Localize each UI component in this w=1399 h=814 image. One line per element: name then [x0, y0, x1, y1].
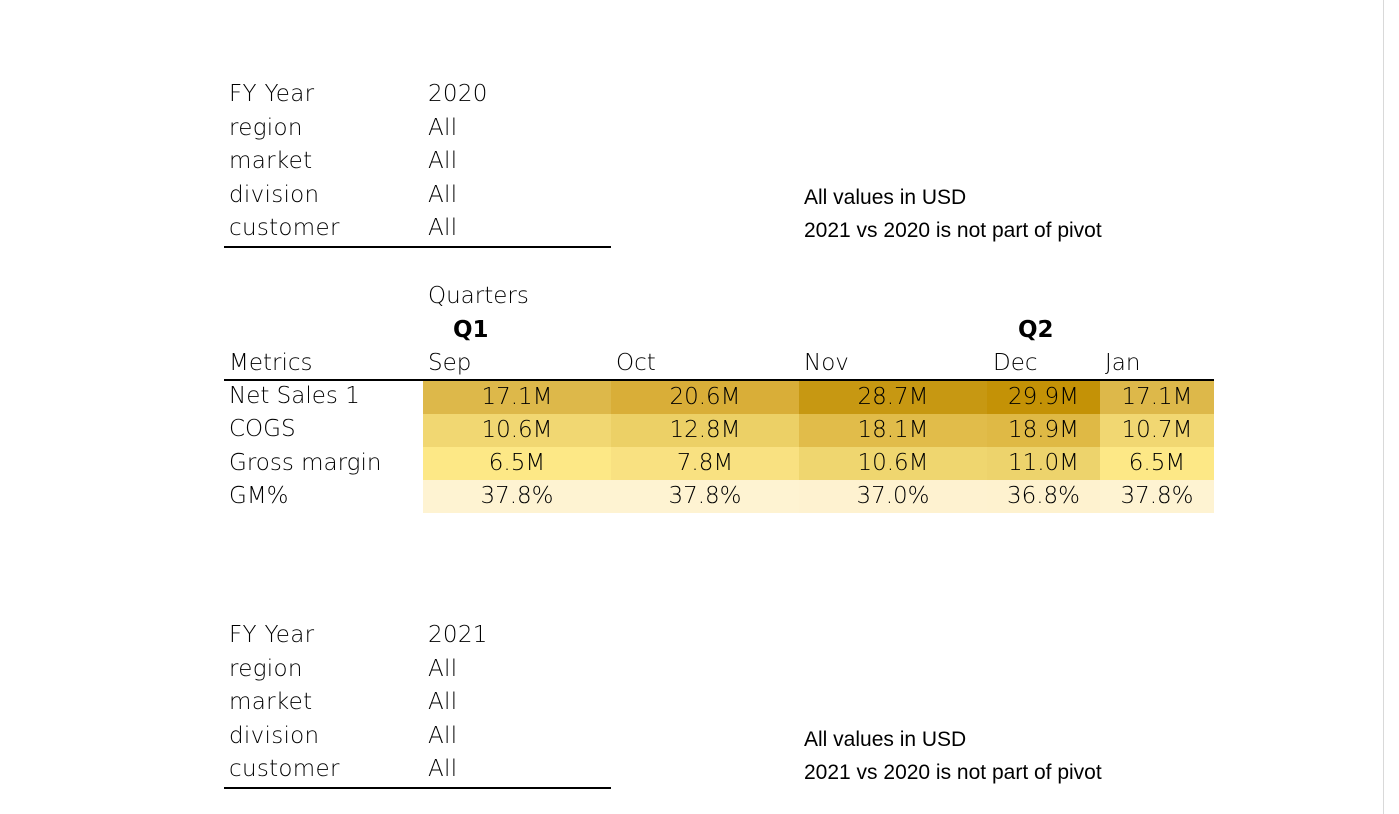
cell-gross-margin-dec[interactable]: 11.0M	[987, 447, 1100, 480]
cell-cogs-jan[interactable]: 10.7M	[1100, 414, 1214, 447]
filter-value[interactable]: All	[428, 114, 458, 141]
filter-key: customer	[229, 215, 340, 241]
row-label-gross-margin[interactable]: Gross margin	[229, 450, 382, 476]
filter-row-fy-year[interactable]: FY Year 2021	[224, 619, 611, 653]
filter-value[interactable]: All	[428, 181, 458, 208]
note-currency-2021: All values in USD	[804, 728, 967, 751]
cell-cogs-sep[interactable]: 10.6M	[423, 414, 611, 447]
cell-net-sales-sep[interactable]: 17.1M	[423, 381, 611, 414]
cell-gm-percent-sep[interactable]: 37.8%	[423, 480, 611, 513]
note-pivot-scope-2020: 2021 vs 2020 is not part of pivot	[804, 219, 1102, 242]
month-header-dec[interactable]: Dec	[993, 350, 1038, 376]
filter-value[interactable]: All	[428, 722, 458, 749]
cell-gm-percent-oct[interactable]: 37.8%	[611, 480, 799, 513]
row-header-metrics[interactable]: Metrics	[229, 350, 313, 376]
filter-row-fy-year[interactable]: FY Year 2020	[224, 78, 611, 112]
window-right-border	[1383, 0, 1384, 814]
cell-net-sales-nov[interactable]: 28.7M	[799, 381, 987, 414]
cell-gross-margin-oct[interactable]: 7.8M	[611, 447, 799, 480]
filter-row-market[interactable]: market All	[224, 686, 611, 720]
cell-net-sales-jan[interactable]: 17.1M	[1100, 381, 1214, 414]
filter-row-division[interactable]: division All	[224, 179, 611, 213]
row-label-net-sales[interactable]: Net Sales 1	[229, 383, 360, 409]
cell-gm-percent-jan[interactable]: 37.8%	[1100, 480, 1214, 513]
header-divider	[224, 379, 1214, 381]
filter-key: customer	[229, 756, 340, 782]
column-group-label[interactable]: Quarters	[428, 283, 529, 309]
note-pivot-scope-2021: 2021 vs 2020 is not part of pivot	[804, 761, 1102, 784]
filter-value[interactable]: All	[428, 689, 458, 715]
filter-key: division	[229, 722, 320, 749]
filter-row-region[interactable]: region All	[224, 112, 611, 146]
cell-gross-margin-sep[interactable]: 6.5M	[423, 447, 611, 480]
filter-row-market[interactable]: market All	[224, 145, 611, 179]
cell-net-sales-oct[interactable]: 20.6M	[611, 381, 799, 414]
filter-value[interactable]: All	[428, 148, 458, 174]
filter-key: market	[229, 689, 313, 715]
cell-cogs-dec[interactable]: 18.9M	[987, 414, 1100, 447]
filter-row-division[interactable]: division All	[224, 720, 611, 754]
filter-row-customer[interactable]: customer All	[224, 753, 611, 787]
filter-key: region	[229, 114, 303, 141]
cell-net-sales-dec[interactable]: 29.9M	[987, 381, 1100, 414]
month-header-nov[interactable]: Nov	[804, 350, 849, 376]
month-header-oct[interactable]: Oct	[616, 350, 656, 376]
cell-gm-percent-nov[interactable]: 37.0%	[799, 480, 987, 513]
filter-value[interactable]: 2020	[428, 81, 488, 107]
quarter-header-q2[interactable]: Q2	[1018, 317, 1054, 343]
filter-key: FY Year	[229, 81, 315, 107]
quarter-header-q1[interactable]: Q1	[453, 317, 489, 343]
filter-value[interactable]: All	[428, 756, 458, 782]
cell-cogs-oct[interactable]: 12.8M	[611, 414, 799, 447]
cell-gm-percent-dec[interactable]: 36.8%	[987, 480, 1100, 513]
cell-gross-margin-jan[interactable]: 6.5M	[1100, 447, 1214, 480]
filter-row-customer[interactable]: customer All	[224, 212, 611, 246]
month-header-jan[interactable]: Jan	[1105, 350, 1141, 376]
filter-value[interactable]: 2021	[428, 622, 488, 648]
cell-gross-margin-nov[interactable]: 10.6M	[799, 447, 987, 480]
filter-block-2021: FY Year 2021 region All market All divis…	[224, 619, 611, 789]
month-header-sep[interactable]: Sep	[428, 350, 472, 376]
filter-value[interactable]: All	[428, 655, 458, 682]
note-currency-2020: All values in USD	[804, 186, 967, 209]
filter-key: region	[229, 655, 303, 682]
row-label-gm-percent[interactable]: GM%	[229, 483, 289, 509]
filter-value[interactable]: All	[428, 215, 458, 241]
filter-key: market	[229, 148, 313, 174]
filter-key: division	[229, 181, 320, 208]
filter-row-region[interactable]: region All	[224, 653, 611, 687]
row-label-cogs[interactable]: COGS	[229, 416, 296, 442]
filter-block-2020: FY Year 2020 region All market All divis…	[224, 78, 611, 248]
cell-cogs-nov[interactable]: 18.1M	[799, 414, 987, 447]
filter-key: FY Year	[229, 622, 315, 648]
